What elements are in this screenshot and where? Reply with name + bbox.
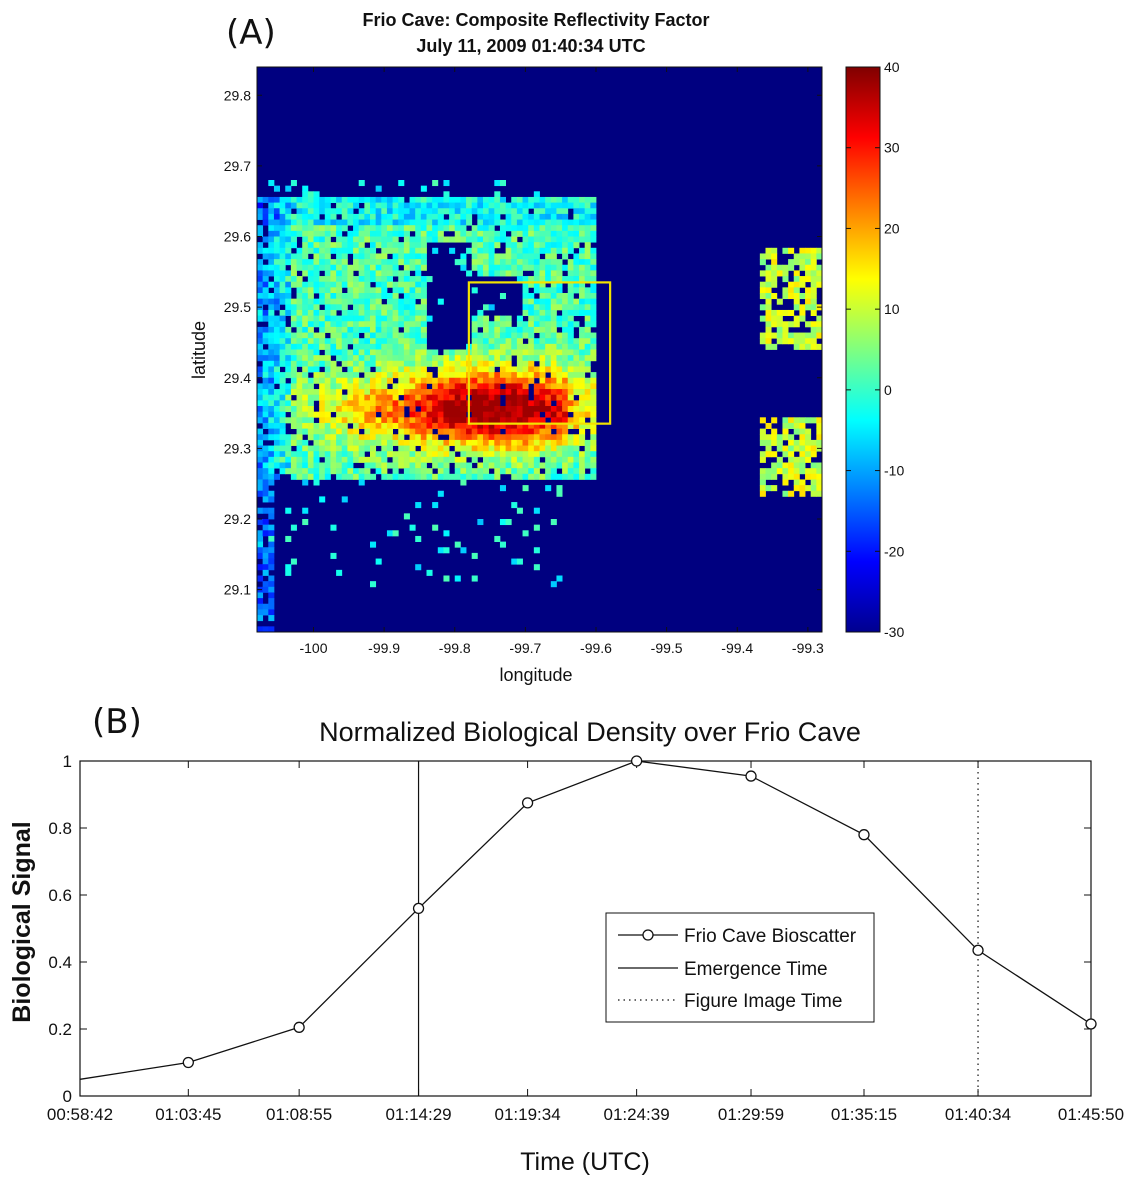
lon-tick-label: -99.9	[368, 640, 400, 656]
bioscatter-point	[972, 944, 984, 956]
lat-tick-label: 29.7	[224, 158, 251, 174]
time-tick-label: 00:58:42	[47, 1105, 113, 1124]
chart-a-subtitle: July 11, 2009 01:40:34 UTC	[416, 36, 645, 56]
lon-tick-label: -100	[299, 640, 327, 656]
legend-emergence-label: Emergence Time	[684, 959, 828, 980]
bioscatter-point	[1085, 1018, 1097, 1030]
lon-tick-label: -99.6	[580, 640, 612, 656]
map-frame	[256, 66, 823, 633]
chart-b-title: Normalized Biological Density over Frio …	[319, 717, 861, 747]
colorbar-tick-label: -30	[884, 624, 904, 640]
colorbar-tick-label: -20	[884, 543, 904, 559]
panel-a-label: (A)	[226, 13, 276, 53]
colorbar-tick-label: 20	[884, 220, 900, 236]
legend-image-time-label: Figure Image Time	[684, 991, 842, 1012]
time-tick-label: 01:35:15	[831, 1105, 897, 1124]
time-tick-label: 01:03:45	[155, 1105, 221, 1124]
lat-tick-label: 29.8	[224, 87, 251, 103]
signal-tick-label: 0.6	[48, 886, 72, 905]
colorbar-tick-label: 30	[884, 140, 900, 156]
time-axis: 00:58:42 01:03:45 01:08:55 01:14:29 01:19:34…	[47, 761, 1124, 1124]
lat-tick-label: 29.4	[224, 370, 251, 386]
lat-tick-label: 29.5	[224, 299, 251, 315]
colorbar-tick-label: 0	[884, 382, 892, 398]
lon-tick-label: -99.3	[792, 640, 824, 656]
lat-tick-label: 29.3	[224, 440, 251, 456]
colorbar-tick-label: 40	[884, 59, 900, 75]
lat-tick-label: 29.2	[224, 511, 251, 527]
time-tick-label: 01:29:59	[718, 1105, 784, 1124]
bioscatter-point	[858, 829, 870, 841]
time-tick-label: 01:40:34	[945, 1105, 1011, 1124]
bioscatter-line	[79, 760, 1092, 1080]
lon-tick-label: -99.5	[651, 640, 683, 656]
lon-tick-label: -99.7	[509, 640, 541, 656]
longitude-axis: -100 -99.9 -99.8 -99.7 -99.6 -99.5 -99.4 -99.3	[299, 67, 824, 656]
time-tick-label: 01:24:39	[604, 1105, 670, 1124]
bioscatter-point	[293, 1021, 305, 1033]
signal-tick-label: 0	[63, 1087, 72, 1106]
time-tick-label: 01:08:55	[266, 1105, 332, 1124]
latitude-axis-label: latitude	[189, 321, 209, 379]
bioscatter-point	[182, 1056, 194, 1069]
colorbar-tick-label: 10	[884, 301, 900, 317]
signal-axis-label: Biological Signal	[8, 821, 36, 1022]
signal-tick-label: 1	[63, 752, 72, 771]
bioscatter-series	[79, 755, 1097, 1080]
signal-axis: 0 0.2 0.4 0.6 0.8 1	[48, 752, 1091, 1106]
legend-bioscatter-marker	[642, 929, 654, 941]
bioscatter-point	[630, 755, 643, 767]
legend-bioscatter-label: Frio Cave Bioscatter	[684, 926, 857, 947]
lon-tick-label: -99.8	[439, 640, 471, 656]
colorbar	[845, 66, 881, 633]
longitude-axis-label: longitude	[499, 665, 572, 685]
bioscatter-point	[412, 902, 425, 915]
legend: Frio Cave Bioscatter Emergence Time Figu…	[605, 912, 875, 1023]
signal-tick-label: 0.8	[48, 819, 72, 838]
signal-tick-label: 0.2	[48, 1020, 72, 1039]
bioscatter-point	[521, 797, 534, 809]
time-tick-label: 01:14:29	[385, 1105, 451, 1124]
lon-tick-label: -99.4	[721, 640, 753, 656]
lat-tick-label: 29.6	[224, 229, 251, 245]
lat-tick-label: 29.1	[224, 582, 251, 598]
chart-a-title: Frio Cave: Composite Reflectivity Factor	[362, 10, 709, 30]
frio-cave-highlight-box	[467, 281, 612, 425]
colorbar-ticks: 40 30 20 10 0 -10 -20 -30	[846, 59, 904, 640]
time-tick-label: 01:19:34	[494, 1105, 560, 1124]
reflectivity-heatmap	[257, 67, 823, 633]
panel-b-label: (B)	[92, 702, 142, 742]
latitude-axis: 29.8 29.7 29.6 29.5 29.4 29.3 29.2 29.1	[224, 87, 822, 598]
bioscatter-point	[745, 770, 757, 782]
line-plot-frame	[79, 760, 1092, 1097]
signal-tick-label: 0.4	[48, 953, 72, 972]
time-tick-label: 01:45:50	[1058, 1105, 1124, 1124]
time-axis-label: Time (UTC)	[520, 1148, 650, 1176]
reference-lines	[417, 761, 979, 1096]
colorbar-tick-label: -10	[884, 463, 904, 479]
